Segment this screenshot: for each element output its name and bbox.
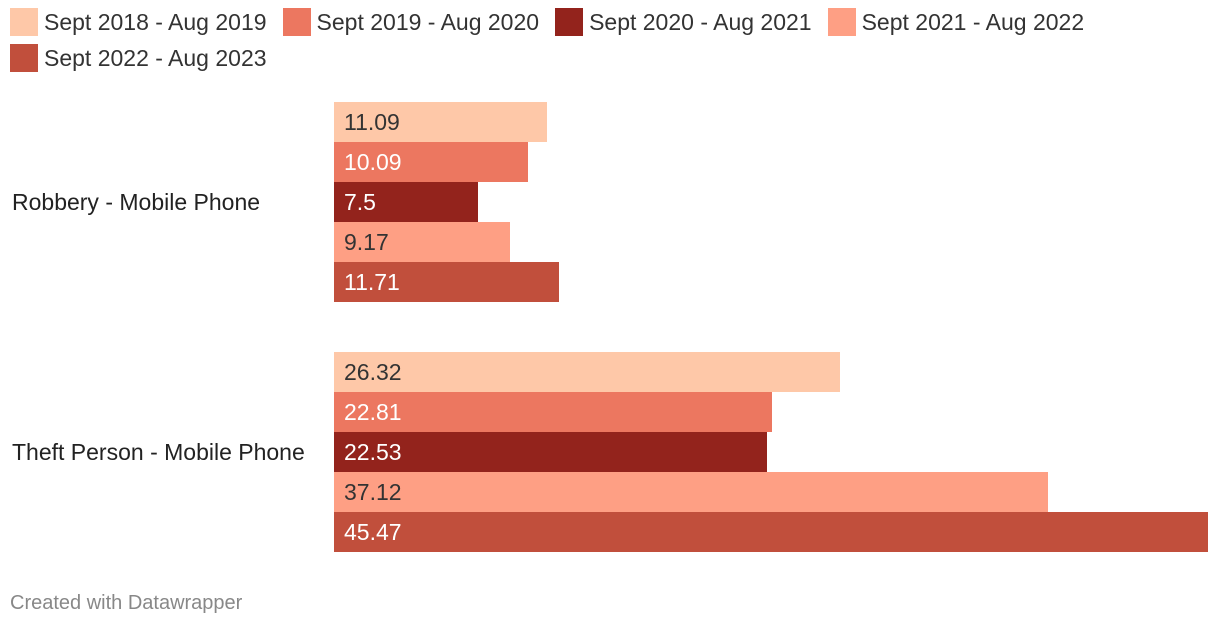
legend-item: Sept 2022 - Aug 2023	[10, 44, 267, 72]
bar	[334, 182, 478, 222]
bar-value-label: 22.81	[344, 399, 402, 425]
legend-swatch	[10, 8, 38, 36]
bar	[334, 262, 559, 302]
bar	[334, 432, 767, 472]
bar-value-label: 9.17	[344, 229, 389, 255]
legend-swatch	[282, 8, 311, 36]
bar-value-label: 26.32	[344, 359, 402, 385]
legend-label: Sept 2020 - Aug 2021	[589, 8, 812, 35]
bar-chart: Robbery - Mobile Phone 11.09 10.09 7.5 9.17 1…	[12, 102, 1208, 552]
bar-value-label: 7.5	[344, 189, 376, 215]
legend-item: Sept 2021 - Aug 2022	[827, 8, 1085, 36]
bar-value-label: 22.53	[344, 439, 402, 465]
bar	[334, 512, 1208, 552]
credit-text: Created with Datawrapper	[10, 592, 243, 614]
bar	[334, 142, 528, 182]
bar	[334, 472, 1048, 512]
legend-swatch	[827, 8, 856, 36]
legend-swatch	[555, 8, 584, 36]
legend-label: Sept 2022 - Aug 2023	[44, 44, 267, 71]
category-label: Theft Person - Mobile Phone	[12, 439, 305, 465]
bar-value-label: 37.12	[344, 479, 402, 505]
bar	[334, 392, 772, 432]
bar-value-label: 45.47	[344, 519, 402, 545]
bar-value-label: 11.09	[344, 109, 400, 135]
legend-label: Sept 2019 - Aug 2020	[316, 8, 540, 35]
chart-legend: Sept 2018 - Aug 2019 Sept 2019 - Aug 2020…	[10, 8, 1210, 72]
bar	[334, 102, 547, 142]
legend-label: Sept 2021 - Aug 2022	[861, 8, 1085, 35]
bar	[334, 222, 510, 262]
legend-swatch	[10, 44, 38, 72]
bar	[334, 352, 840, 392]
category-label: Robbery - Mobile Phone	[12, 189, 260, 215]
legend-item: Sept 2020 - Aug 2021	[555, 8, 812, 36]
legend-label: Sept 2018 - Aug 2019	[44, 8, 267, 35]
bar-value-label: 11.71	[344, 269, 400, 295]
bar-value-label: 10.09	[344, 149, 402, 175]
legend-item: Sept 2018 - Aug 2019	[10, 8, 267, 36]
legend-item: Sept 2019 - Aug 2020	[282, 8, 540, 36]
